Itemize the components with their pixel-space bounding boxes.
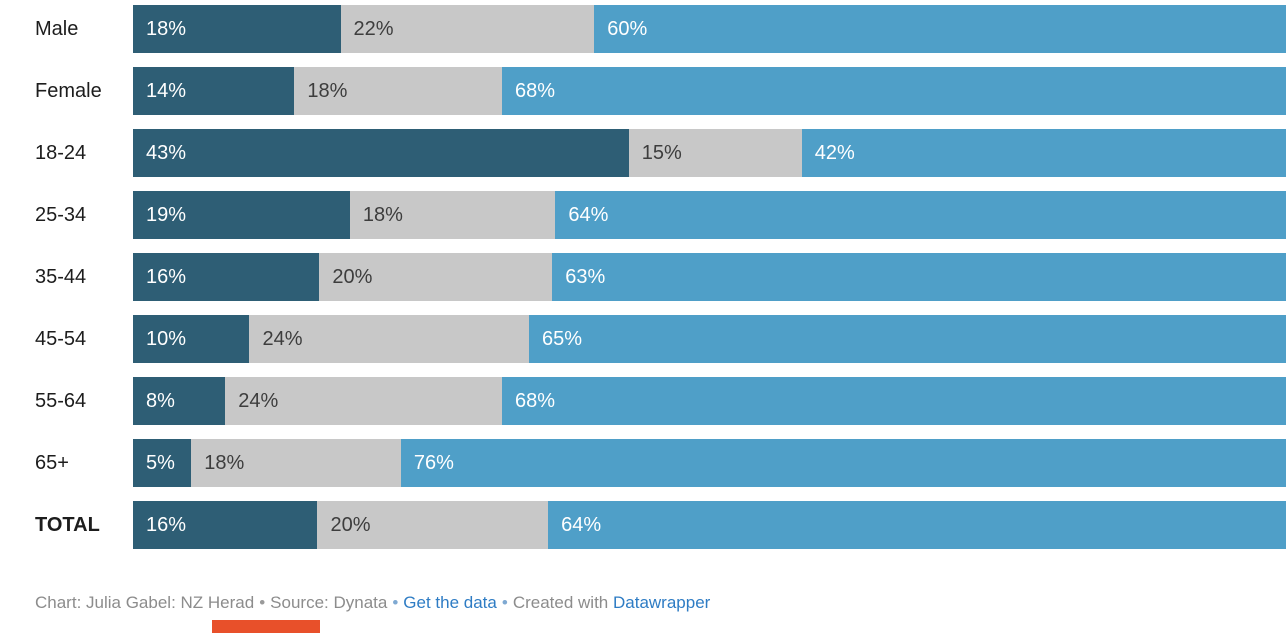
bar-row: 35-44 16% 20% 63% [0, 253, 1286, 301]
light-blue-segment: 65% [528, 315, 1286, 363]
category-label: 18-24 [35, 141, 87, 164]
separator-dot: • [259, 593, 266, 612]
segment-value-label: 20% [332, 265, 373, 288]
light-blue-segment: 64% [548, 501, 1286, 549]
light-blue-segment: 60% [594, 5, 1286, 53]
stacked-bar: 19% 18% 64% [133, 191, 1286, 239]
segment-value-label: 64% [561, 513, 602, 536]
red-highlight-annotation [212, 620, 320, 633]
segment-value-label: 43% [146, 141, 187, 164]
separator-dot: • [501, 593, 508, 612]
stacked-bar: 5% 18% 76% [133, 439, 1286, 487]
light-blue-segment: 63% [552, 253, 1286, 301]
gray-segment: 15% [628, 129, 802, 177]
dark-blue-segment: 16% [133, 501, 318, 549]
segment-value-label: 24% [262, 327, 303, 350]
dark-blue-segment: 43% [133, 129, 629, 177]
category-label: 55-64 [35, 389, 87, 412]
segment-value-label: 22% [353, 17, 394, 40]
gray-segment: 20% [319, 253, 553, 301]
dark-blue-segment: 19% [133, 191, 350, 239]
stacked-bar: 10% 24% 65% [133, 315, 1286, 363]
segment-value-label: 18% [204, 451, 245, 474]
segment-value-label: 68% [514, 79, 555, 102]
category-label: 25-34 [35, 203, 87, 226]
segment-value-label: 15% [641, 141, 682, 164]
get-the-data-link[interactable]: Get the data [403, 593, 497, 612]
category-label: TOTAL [35, 513, 100, 536]
stacked-bar: 14% 18% 68% [133, 67, 1286, 115]
segment-value-label: 16% [146, 265, 187, 288]
segment-value-label: 14% [146, 79, 187, 102]
bar-row: 18-24 43% 15% 42% [0, 129, 1286, 177]
segment-value-label: 19% [146, 203, 187, 226]
category-label: 35-44 [35, 265, 87, 288]
bar-row: 25-34 19% 18% 64% [0, 191, 1286, 239]
attribution-footer: Chart: Julia Gabel: NZ Herad • Source: Dyn… [35, 593, 710, 613]
dark-blue-segment: 16% [133, 253, 320, 301]
light-blue-segment: 68% [501, 377, 1286, 425]
bar-row: Female 14% 18% 68% [0, 67, 1286, 115]
bar-row: 45-54 10% 24% 65% [0, 315, 1286, 363]
segment-value-label: 65% [541, 327, 583, 350]
created-with-text: Created with [512, 593, 609, 612]
dark-blue-segment: 14% [133, 67, 295, 115]
light-blue-segment: 42% [801, 129, 1286, 177]
segment-value-label: 10% [146, 327, 187, 350]
bar-row: TOTAL 16% 20% 64% [0, 501, 1286, 549]
light-blue-segment: 76% [400, 439, 1286, 487]
gray-segment: 22% [340, 5, 595, 53]
separator-dot: • [392, 593, 399, 612]
bar-row: Male 18% 22% 60% [0, 5, 1286, 53]
source-credit-text: Source: Dynata [270, 593, 388, 612]
stacked-bar: 18% 22% 60% [133, 5, 1286, 53]
light-blue-segment: 68% [501, 67, 1286, 115]
segment-value-label: 5% [146, 451, 175, 474]
gray-segment: 18% [294, 67, 502, 115]
segment-value-label: 20% [330, 513, 371, 536]
category-label: 45-54 [35, 327, 87, 350]
bar-row: 65+ 5% 18% 76% [0, 439, 1286, 487]
category-label: 65+ [35, 451, 69, 474]
gray-segment: 24% [249, 315, 529, 363]
segment-value-label: 60% [607, 17, 648, 40]
gray-segment: 18% [191, 439, 401, 487]
light-blue-segment: 64% [555, 191, 1286, 239]
segment-value-label: 64% [568, 203, 609, 226]
segment-value-label: 68% [514, 389, 555, 412]
gray-segment: 18% [349, 191, 556, 239]
stacked-bar-chart: Male 18% 22% 60% Female 14% 18% 68% 18-24 43% 15% 4… [0, 5, 1286, 549]
datawrapper-link[interactable]: Datawrapper [613, 593, 711, 612]
dark-blue-segment: 18% [133, 5, 341, 53]
segment-value-label: 76% [413, 451, 454, 474]
segment-value-label: 16% [146, 513, 187, 536]
dark-blue-segment: 5% [133, 439, 192, 487]
category-label: Male [35, 17, 79, 40]
segment-value-label: 8% [146, 389, 175, 412]
gray-segment: 20% [317, 501, 549, 549]
segment-value-label: 18% [146, 17, 187, 40]
bar-row: 55-64 8% 24% 68% [0, 377, 1286, 425]
category-label: Female [35, 79, 102, 102]
segment-value-label: 63% [565, 265, 606, 288]
stacked-bar: 8% 24% 68% [133, 377, 1286, 425]
dark-blue-segment: 8% [133, 377, 226, 425]
chart-credit-text: Chart: Julia Gabel: NZ Herad [35, 593, 255, 612]
segment-value-label: 24% [238, 389, 279, 412]
segment-value-label: 18% [307, 79, 348, 102]
stacked-bar: 16% 20% 63% [133, 253, 1286, 301]
stacked-bar: 16% 20% 64% [133, 501, 1286, 549]
stacked-bar: 43% 15% 42% [133, 129, 1286, 177]
segment-value-label: 18% [362, 203, 403, 226]
gray-segment: 24% [225, 377, 502, 425]
dark-blue-segment: 10% [133, 315, 250, 363]
segment-value-label: 42% [814, 141, 855, 164]
